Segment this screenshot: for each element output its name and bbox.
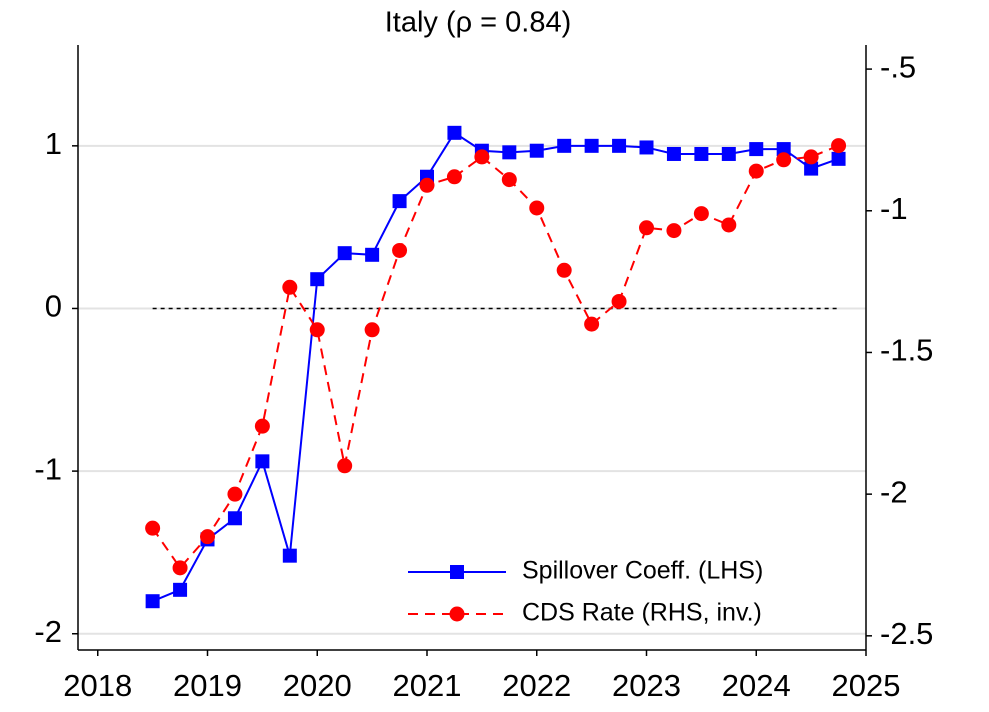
point: [282, 548, 297, 563]
point: [392, 242, 408, 258]
point: [639, 220, 655, 236]
point: [721, 217, 737, 233]
point: [419, 177, 435, 193]
point: [309, 322, 325, 338]
point: [803, 149, 819, 165]
x-tick-label: 2024: [722, 668, 791, 703]
point: [446, 169, 462, 185]
point: [474, 149, 490, 165]
x-tick-label: 2022: [502, 668, 571, 703]
point: [365, 247, 380, 262]
x-tick-label: 2021: [393, 668, 462, 703]
point: [666, 146, 681, 161]
point: [721, 146, 736, 161]
series-line: [151, 144, 839, 570]
y-tick-label: -2: [34, 614, 62, 649]
point: [749, 142, 764, 157]
y2-tick-label: -2.5: [880, 616, 933, 651]
point: [529, 143, 544, 158]
point: [693, 206, 709, 222]
point: [804, 161, 819, 176]
legend-marker: [450, 565, 464, 579]
x-tick-label: 2020: [283, 668, 352, 703]
point: [172, 560, 188, 576]
x-tick-label: 2023: [612, 668, 681, 703]
point: [831, 138, 847, 154]
x-tick-label: 2025: [832, 668, 901, 703]
point: [254, 418, 270, 434]
point: [502, 145, 517, 160]
series-line: [152, 131, 839, 603]
point: [227, 511, 242, 526]
x-tick-label: 2018: [63, 668, 132, 703]
point: [584, 316, 600, 332]
point: [501, 172, 517, 188]
point: [255, 454, 270, 469]
point: [447, 125, 462, 140]
point: [364, 322, 380, 338]
point: [776, 142, 791, 157]
point: [337, 458, 353, 474]
point: [392, 194, 407, 209]
y-tick-label: 0: [45, 289, 62, 324]
point: [831, 151, 846, 166]
point: [145, 594, 160, 609]
point: [611, 293, 627, 309]
point: [282, 279, 298, 295]
y2-tick-label: -1.5: [880, 333, 933, 368]
point: [748, 163, 764, 179]
y-tick-label: -1: [34, 451, 62, 486]
point: [337, 246, 352, 261]
point: [776, 152, 792, 168]
point: [173, 582, 188, 597]
y2-tick-label: -1: [880, 191, 908, 226]
point: [612, 138, 627, 153]
point: [694, 146, 709, 161]
point: [529, 200, 545, 216]
point: [666, 223, 682, 239]
point: [584, 138, 599, 153]
y2-tick-label: -.5: [880, 49, 916, 84]
point: [556, 262, 572, 278]
point: [200, 529, 216, 545]
y2-tick-label: -2: [880, 474, 908, 509]
point: [310, 272, 325, 287]
point: [227, 486, 243, 502]
legend-label: CDS Rate (RHS, inv.): [522, 599, 762, 627]
y-tick-label: 1: [45, 126, 62, 161]
x-tick-label: 2019: [173, 668, 242, 703]
point: [557, 138, 572, 153]
point: [145, 520, 161, 536]
legend-label: Spillover Coeff. (LHS): [522, 557, 763, 585]
point: [639, 140, 654, 155]
chart-title: Italy (ρ = 0.84): [385, 7, 572, 39]
legend-marker: [449, 606, 465, 622]
